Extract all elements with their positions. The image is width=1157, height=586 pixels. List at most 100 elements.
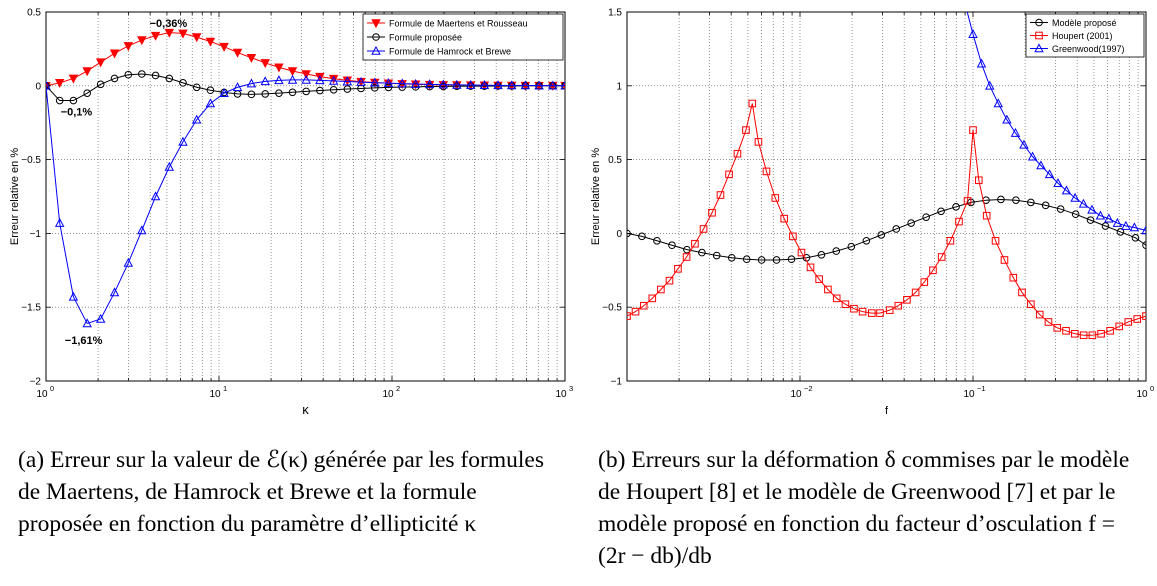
- legend-entry: Modèle proposé: [1052, 18, 1117, 28]
- data-point: [1101, 222, 1110, 230]
- data-point: [824, 285, 832, 294]
- data-point: [1116, 228, 1125, 236]
- data-point: [150, 191, 161, 201]
- x-tick-exponent: −2: [804, 384, 813, 393]
- data-point: [343, 85, 352, 93]
- data-point: [1106, 327, 1114, 335]
- data-point: [137, 36, 147, 46]
- data-point: [246, 53, 257, 63]
- data-point: [963, 197, 972, 205]
- data-point: [1115, 322, 1124, 331]
- data-point: [315, 75, 325, 85]
- x-tick-exponent: 2: [396, 384, 400, 393]
- data-point: [219, 42, 229, 52]
- data-point: [1071, 329, 1079, 338]
- data-point: [438, 79, 449, 89]
- data-point: [682, 253, 691, 261]
- data-point: [946, 236, 955, 245]
- caption-b-label: (b): [598, 447, 626, 473]
- data-point: [424, 79, 435, 89]
- data-point: [178, 136, 188, 146]
- data-point: [1070, 192, 1080, 202]
- x-tick-label: 10: [790, 389, 802, 400]
- data-point: [716, 191, 725, 199]
- plot-area: [46, 12, 565, 381]
- x-tick-label: 10: [555, 389, 567, 400]
- data-point: [260, 76, 270, 86]
- data-point: [1061, 185, 1072, 195]
- data-point: [261, 90, 270, 98]
- data-point: [968, 28, 978, 38]
- data-point: [1104, 213, 1114, 223]
- data-point: [847, 242, 856, 251]
- data-point: [356, 76, 366, 86]
- data-point: [164, 28, 175, 38]
- data-point: [698, 248, 706, 257]
- legend: Modèle proposé Houpert (2001) Greenwood(19…: [1025, 13, 1145, 58]
- series-line: [966, 12, 1146, 231]
- data-point: [708, 208, 716, 217]
- series-line: [46, 73, 565, 102]
- y-axis-label: Erreur relative en %: [9, 148, 21, 245]
- data-point: [1097, 329, 1105, 338]
- data-point: [83, 89, 91, 97]
- data-point: [123, 257, 134, 267]
- x-tick-label: 10: [36, 389, 48, 400]
- data-point: [668, 241, 676, 250]
- data-point: [274, 63, 284, 73]
- y-tick-label: 1.5: [608, 8, 622, 19]
- data-point: [54, 79, 65, 89]
- data-point: [246, 78, 257, 88]
- data-point: [1129, 222, 1140, 232]
- data-point: [1088, 331, 1097, 340]
- data-point: [991, 236, 1000, 245]
- data-point: [1035, 310, 1044, 319]
- data-point: [806, 263, 815, 272]
- data-point: [862, 236, 871, 245]
- data-point: [1010, 127, 1021, 137]
- x-tick-label: 10: [963, 389, 975, 400]
- data-point: [1141, 225, 1146, 235]
- data-point: [68, 291, 79, 301]
- data-point: [1018, 288, 1026, 297]
- data-point: [260, 59, 270, 69]
- data-point: [922, 213, 930, 221]
- data-point: [841, 300, 850, 309]
- data-point: [95, 313, 106, 323]
- data-point: [520, 80, 531, 90]
- data-point: [653, 236, 661, 245]
- data-point: [993, 98, 1004, 108]
- data-point: [725, 170, 733, 179]
- data-point: [288, 88, 297, 97]
- plot-area: [627, 12, 1146, 381]
- legend-marker: [1035, 31, 1043, 40]
- data-point: [638, 232, 646, 241]
- data-point: [639, 301, 648, 310]
- data-point: [1095, 210, 1106, 220]
- data-point: [959, 0, 967, 1]
- data-point: [969, 126, 977, 134]
- data-point: [754, 138, 763, 146]
- data-point: [232, 48, 243, 58]
- data-point: [274, 75, 284, 85]
- data-point: [302, 87, 310, 96]
- data-point: [138, 70, 146, 78]
- data-point: [82, 67, 92, 77]
- data-point: [1009, 273, 1018, 282]
- data-point: [1056, 205, 1065, 213]
- data-point: [858, 307, 867, 316]
- data-point: [733, 149, 742, 158]
- data-point: [937, 207, 945, 216]
- data-point: [1036, 160, 1046, 170]
- data-point: [742, 255, 751, 264]
- data-point: [232, 82, 243, 92]
- data-point: [985, 80, 995, 90]
- data-point: [648, 294, 657, 303]
- x-tick-exponent: −1: [977, 384, 986, 393]
- legend-entry: Greenwood(1997): [1052, 44, 1125, 54]
- data-point: [370, 84, 379, 92]
- data-point: [627, 229, 631, 238]
- data-point: [976, 58, 987, 68]
